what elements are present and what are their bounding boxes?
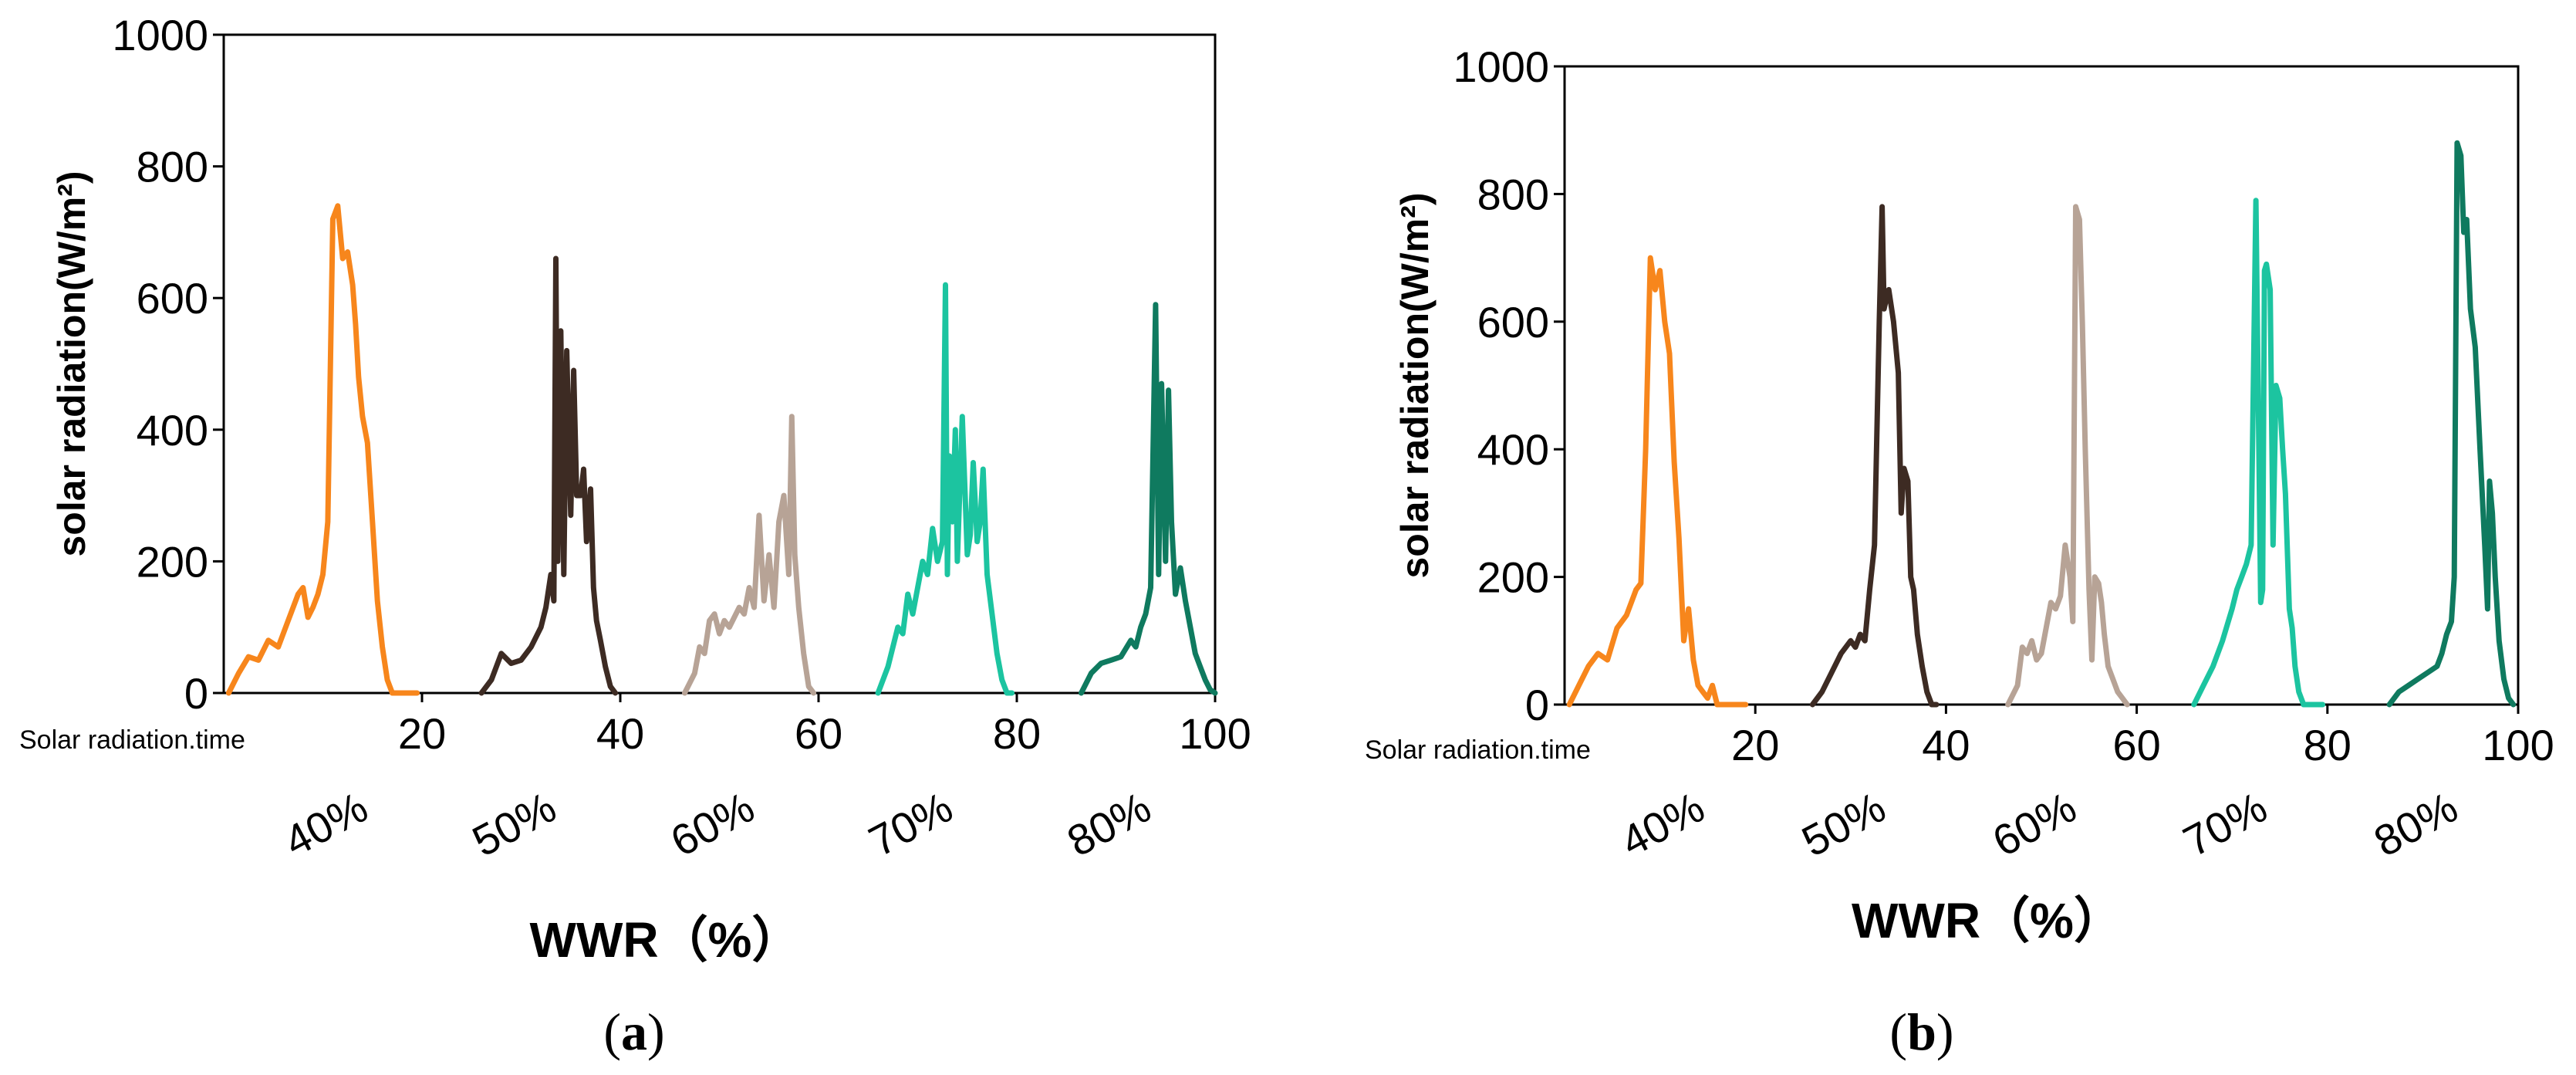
chart-a-legend-label: 50% [464,783,564,866]
chart-a-svg: 0 200 400 600 800 1000 20 40 60 80 100 Solar radiat… [19,11,1251,1061]
chart-a-series-line-70pct [875,282,1015,696]
chart-b-ytick-label: 200 [1477,553,1549,602]
chart-a-corner-note: Solar radiation.time [19,725,245,755]
chart-a-x-axis-label: WWR（%） [530,912,802,968]
chart-a-ytick-label: 1000 [112,11,208,59]
chart-b-ytick-label: 0 [1525,681,1549,729]
chart-b-ytick-label: 600 [1477,298,1549,347]
chart-b-series-line-50pct [1809,204,1940,708]
chart-a-series-line-80pct [1079,302,1218,696]
chart-a-legend-label: 40% [276,783,376,866]
chart-a-panel-label: (a) [603,1002,664,1061]
chart-b-legend-label: 70% [2176,783,2275,866]
chart-b-xtick-label: 80 [2304,721,2351,769]
chart-a-legend-label: 60% [663,783,762,866]
chart-b-xtick-label: 100 [2482,721,2554,769]
chart-panel-b: 0 200 400 600 800 1000 20 40 60 80 100 Solar radiat… [1288,0,2576,1075]
chart-b-series-line-80pct [2386,140,2517,708]
chart-b-ytick-label: 800 [1477,170,1549,218]
chart-b-ytick-label: 400 [1477,425,1549,474]
chart-a-xtick-label: 40 [596,709,644,758]
chart-a-xtick-label: 60 [795,709,842,758]
chart-b-ytick-label: 1000 [1453,42,1549,91]
chart-a-legend-label: 70% [861,783,961,866]
chart-a-ytick-label: 400 [137,406,208,455]
chart-a-series-line-40pct [225,203,420,696]
chart-b-plot-frame [1563,65,2520,706]
chart-b-y-axis-label: solar radiation(W/m²) [1393,192,1437,578]
chart-b-svg: 0 200 400 600 800 1000 20 40 60 80 100 Solar radiat… [1365,42,2554,1061]
chart-b-panel-label: (b) [1889,1002,1953,1061]
chart-b-xtick-label: 60 [2112,721,2160,769]
chart-b-xtick-label: 40 [1922,721,1970,769]
chart-b-xtick-label: 20 [1731,721,1779,769]
chart-a-xtick-label: 20 [398,709,446,758]
chart-b-legend-label: 50% [1794,783,1893,866]
chart-b-x-axis-label: WWR（%） [1852,893,2123,948]
chart-a-series-line-60pct [682,414,817,696]
chart-a-plot-frame [222,33,1217,695]
chart-a-y-axis-label: solar radiation(W/m²) [50,171,93,556]
chart-a-ytick-label: 800 [137,143,208,191]
chart-a-ytick-label: 200 [137,537,208,586]
chart-b-legend-label: 80% [2366,783,2466,866]
chart-a-ytick-label: 600 [137,274,208,323]
chart-a-series-line-50pct [478,255,619,696]
chart-a-ytick-label: 0 [184,669,208,718]
chart-a-legend-label: 80% [1059,783,1159,866]
chart-b-corner-note: Solar radiation.time [1365,735,1591,765]
chart-a-xtick-label: 100 [1179,709,1251,758]
chart-b-legend-label: 60% [1985,783,2085,866]
chart-b-series-line-70pct [2191,198,2326,708]
chart-b-series-line-60pct [2005,204,2130,708]
chart-panel-a: 0 200 400 600 800 1000 20 40 60 80 100 Solar radiat… [19,11,1251,1061]
chart-b-series-line-40pct [1566,255,1749,708]
chart-a-xtick-label: 80 [993,709,1041,758]
chart-b-legend-label: 40% [1613,783,1713,866]
